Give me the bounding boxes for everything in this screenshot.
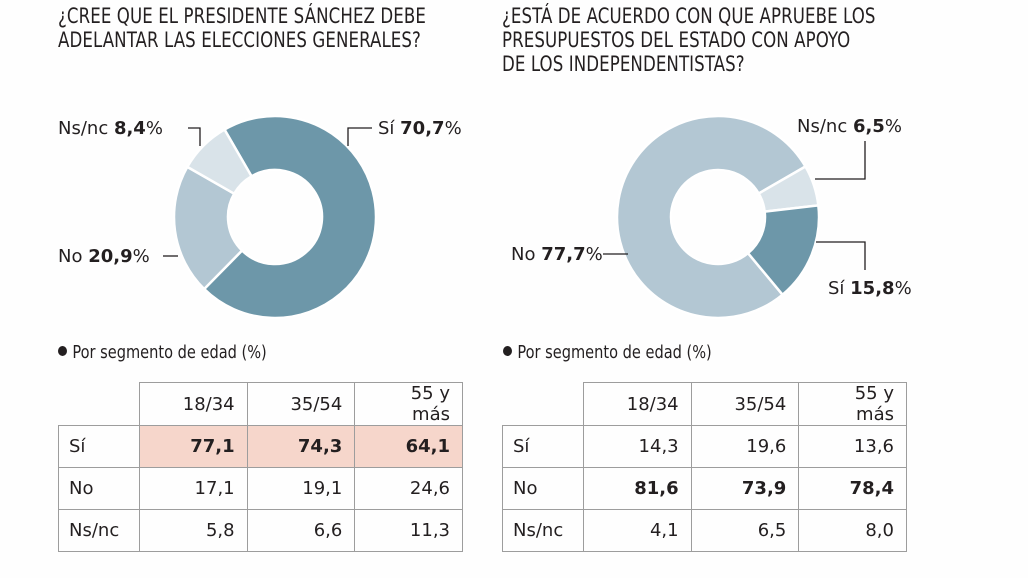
- table-cell: 14,3: [582, 425, 692, 468]
- table-row-nsnc: Ns/nc 5,8 6,6 11,3: [58, 509, 463, 552]
- leader-line: [816, 241, 866, 270]
- table-header-row: 18/34 35/54 55 y más: [502, 382, 907, 426]
- slice-label-no: No 77,7%: [511, 244, 603, 265]
- table-cell: 5,8: [138, 509, 248, 552]
- row-label: Sí: [502, 425, 584, 468]
- slice-label-s: Sí 15,8%: [828, 278, 912, 299]
- table-cell: 13,6: [798, 425, 907, 468]
- slice-label-s: Sí 70,7%: [378, 118, 462, 139]
- row-label: No: [58, 467, 140, 510]
- table-row-si: Sí 77,1 74,3 64,1: [58, 425, 463, 468]
- left-chart-title: ¿Cree que el presidente Sánchez debe ade…: [58, 4, 426, 52]
- column-header: 18/34: [138, 382, 248, 426]
- row-label: Ns/nc: [502, 509, 584, 552]
- table-row-no: No 17,1 19,1 24,6: [58, 467, 463, 510]
- left-age-table: 18/34 35/54 55 y más Sí 77,1 74,3 64,1 N…: [58, 382, 463, 552]
- table-cell: 11,3: [354, 509, 463, 552]
- row-label: Ns/nc: [58, 509, 140, 552]
- leader-line: [188, 127, 201, 146]
- table-cell: 8,0: [798, 509, 907, 552]
- column-header: 35/54: [690, 382, 800, 426]
- table-cell: 74,3: [246, 425, 356, 468]
- right-table-subtitle: Por segmento de edad (%): [503, 342, 712, 363]
- donut-slice-no: [172, 165, 244, 291]
- table-cell: 4,1: [582, 509, 692, 552]
- table-cell: 6,6: [246, 509, 356, 552]
- slice-label-nsnc: Ns/nc 8,4%: [58, 118, 163, 139]
- table-cell: 6,5: [690, 509, 800, 552]
- leader-line: [815, 141, 866, 180]
- table-cell: 77,1: [138, 425, 248, 468]
- table-cell: 73,9: [690, 467, 800, 510]
- leader-line: [347, 127, 372, 146]
- column-header: 18/34: [582, 382, 692, 426]
- table-header-row: 18/34 35/54 55 y más: [58, 382, 463, 426]
- left-donut-chart: Sí 70,7% No 20,9% Ns/nc 8,4%: [58, 114, 462, 320]
- row-label: No: [502, 467, 584, 510]
- row-label: Sí: [58, 425, 140, 468]
- bullet-icon: [503, 346, 512, 356]
- table-row-nsnc: Ns/nc 4,1 6,5 8,0: [502, 509, 907, 552]
- column-header: 55 y más: [798, 382, 907, 426]
- right-age-table: 18/34 35/54 55 y más Sí 14,3 19,6 13,6 N…: [502, 382, 907, 552]
- slice-label-nsnc: Ns/nc 6,5%: [797, 116, 902, 137]
- table-corner-cell: [502, 382, 584, 426]
- table-cell: 19,6: [690, 425, 800, 468]
- table-cell: 24,6: [354, 467, 463, 510]
- table-corner-cell: [58, 382, 140, 426]
- table-cell: 19,1: [246, 467, 356, 510]
- table-row-si: Sí 14,3 19,6 13,6: [502, 425, 907, 468]
- right-subtitle-text: Por segmento de edad (%): [517, 342, 712, 363]
- right-donut-chart: Sí 15,8% No 77,7% Ns/nc 6,5%: [511, 114, 912, 320]
- left-subtitle-text: Por segmento de edad (%): [72, 342, 267, 363]
- donut-slice-s: [746, 204, 821, 297]
- slice-label-no: No 20,9%: [58, 246, 150, 267]
- table-cell: 64,1: [354, 425, 463, 468]
- column-header: 35/54: [246, 382, 356, 426]
- donut-slice-nsnc: [185, 127, 254, 196]
- column-header: 55 y más: [354, 382, 463, 426]
- bullet-icon: [58, 346, 67, 356]
- table-cell: 81,6: [582, 467, 692, 510]
- left-table-subtitle: Por segmento de edad (%): [58, 342, 267, 363]
- table-row-no: No 81,6 73,9 78,4: [502, 467, 907, 510]
- table-cell: 17,1: [138, 467, 248, 510]
- table-cell: 78,4: [798, 467, 907, 510]
- right-chart-title: ¿Está de acuerdo con que apruebe los pre…: [502, 4, 876, 76]
